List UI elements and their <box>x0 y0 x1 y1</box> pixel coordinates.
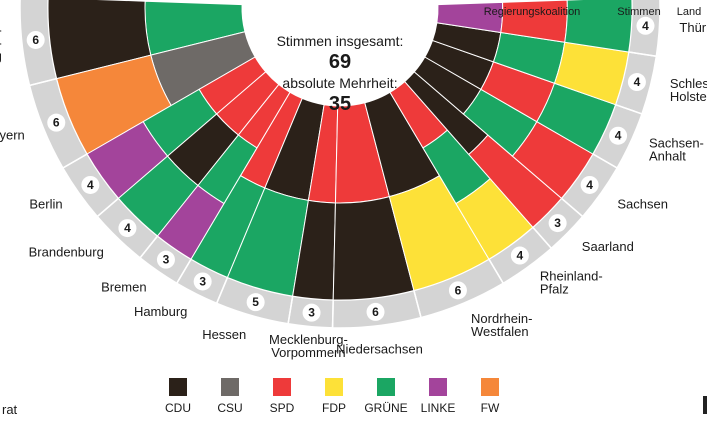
legend-label: CSU <box>217 401 242 415</box>
vote-count: 6 <box>372 305 379 319</box>
legend-label: FDP <box>322 401 346 415</box>
vote-badge-circle <box>636 16 655 35</box>
vote-count: 4 <box>615 129 622 143</box>
state-label: Berlin <box>29 197 62 212</box>
vote-count: 3 <box>554 216 561 230</box>
state-sector <box>56 31 256 155</box>
vote-count: 5 <box>252 295 259 309</box>
edge-mark <box>703 396 707 414</box>
legend-item: CDU <box>165 378 191 415</box>
center-summary: Stimmen insgesamt: 69 absolute Mehrheit:… <box>277 33 404 115</box>
legend-label: FW <box>481 401 500 415</box>
vote-badge-circle <box>156 250 175 269</box>
vote-count: 4 <box>634 75 641 89</box>
vote-badge-circle <box>580 175 599 194</box>
state-sector <box>413 56 594 199</box>
legend-label: CDU <box>165 401 191 415</box>
vote-count: 4 <box>642 19 649 33</box>
header-votes: Stimmen <box>617 6 660 18</box>
legend: CDU CSU SPD FDP GRÜNE LINKE FW <box>165 378 500 415</box>
vote-badge-circle <box>366 302 385 321</box>
majority-label: absolute Mehrheit: <box>282 75 397 91</box>
legend-label: GRÜNE <box>364 401 407 415</box>
vote-badge-circle <box>118 219 137 238</box>
state-label: Hessen <box>202 327 246 342</box>
vote-count: 4 <box>586 178 593 192</box>
vote-count: 6 <box>32 33 39 47</box>
vote-badge-circle <box>627 73 646 92</box>
vote-badge-circle <box>609 126 628 145</box>
header-coalition: Regierungskoalition <box>484 6 581 18</box>
legend-item: SPD <box>270 378 295 415</box>
column-headers: Regierungskoalition Stimmen Land <box>484 6 702 18</box>
legend-label: SPD <box>270 401 295 415</box>
state-label: Baden-Württem-berg <box>0 23 2 64</box>
majority-value: 35 <box>329 93 351 115</box>
state-label: Bremen <box>101 280 147 295</box>
state-sector <box>431 22 630 106</box>
vote-badge-circle <box>448 281 467 300</box>
state-sector <box>117 71 280 237</box>
state-label: Niedersachsen <box>336 342 423 357</box>
total-votes-label: Stimmen insgesamt: <box>277 33 404 49</box>
state-sector <box>389 80 534 260</box>
total-votes-value: 69 <box>329 51 351 73</box>
state-label: Thüringen <box>679 20 707 35</box>
vote-count: 3 <box>163 253 170 267</box>
vote-count: 6 <box>53 116 60 130</box>
legend-swatch <box>377 378 395 396</box>
state-sector <box>424 39 617 155</box>
state-label: Schleswig-Holstein <box>670 76 707 104</box>
vote-count: 6 <box>455 283 462 297</box>
legend-swatch <box>169 378 187 396</box>
state-sector <box>226 97 325 297</box>
state-label: Saarland <box>582 239 634 254</box>
legend-label: LINKE <box>421 401 456 415</box>
state-sector <box>364 91 490 292</box>
legend-swatch <box>429 378 447 396</box>
legend-item: GRÜNE <box>364 378 408 415</box>
header-state: Land <box>677 6 701 18</box>
legend-swatch <box>221 378 239 396</box>
state-label: Brandenburg <box>29 245 104 260</box>
vote-badge-circle <box>26 30 45 49</box>
vote-badge-circle <box>81 175 100 194</box>
state-label: Bayern <box>0 127 25 142</box>
vote-count: 3 <box>199 274 206 288</box>
vote-count: 3 <box>308 306 315 320</box>
coalition-sectors <box>47 0 633 301</box>
vote-badge-circle <box>510 246 529 265</box>
vote-badge-circle <box>246 293 265 312</box>
vote-count: 4 <box>517 249 524 263</box>
vote-badge-circle <box>302 303 321 322</box>
legend-item: LINKE <box>421 378 456 415</box>
source-fragment: rat <box>2 402 18 417</box>
legend-swatch <box>325 378 343 396</box>
legend-item: FDP <box>322 378 346 415</box>
state-label: Sachsen <box>617 197 668 212</box>
state-sector <box>436 0 633 53</box>
state-sector <box>332 102 415 301</box>
state-label: Nordrhein-Westfalen <box>471 311 532 339</box>
state-label: Rheinland-Pfalz <box>540 269 603 297</box>
vote-badge-circle <box>193 272 212 291</box>
vote-count: 4 <box>124 221 131 235</box>
vote-badge-circle <box>548 214 567 233</box>
legend-item: FW <box>481 378 500 415</box>
coalition-segment-grüne <box>564 0 633 53</box>
vote-badge-circle <box>47 113 66 132</box>
state-label: Mecklenburg-Vorpommern <box>269 332 348 360</box>
vote-count: 4 <box>87 178 94 192</box>
legend-item: CSU <box>217 378 243 415</box>
legend-swatch <box>481 378 499 396</box>
legend-swatch <box>273 378 291 396</box>
state-label: Hamburg <box>134 304 187 319</box>
state-label: Sachsen-Anhalt <box>649 135 704 163</box>
state-labels: Baden-Württem-berg Bayern Berlin Brandenbur… <box>0 20 707 360</box>
